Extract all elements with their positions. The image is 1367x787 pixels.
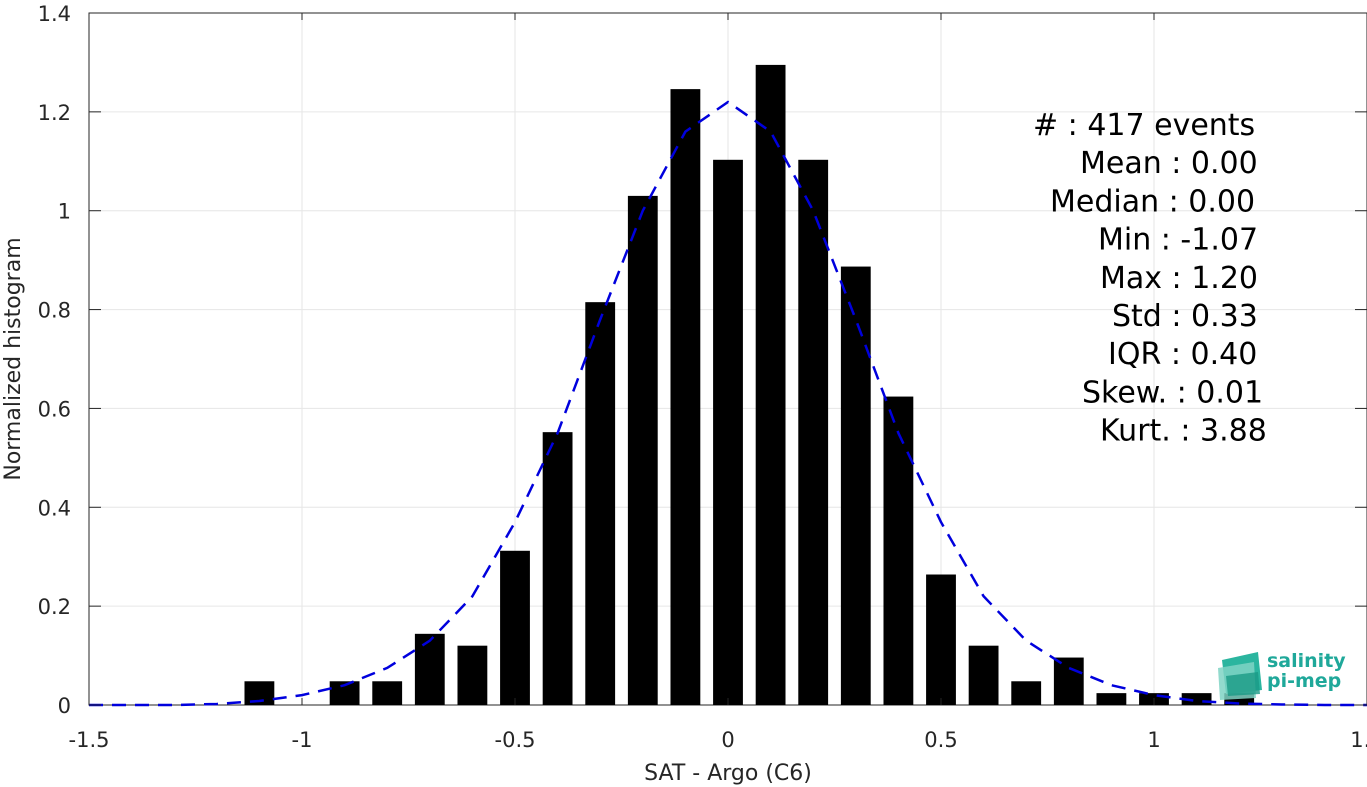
stat-line: IQR : 0.40 bbox=[1108, 337, 1257, 372]
histogram-bar bbox=[414, 633, 445, 705]
y-tick-label: 1.4 bbox=[38, 2, 71, 26]
stat-line: Std : 0.33 bbox=[1112, 299, 1258, 334]
histogram-bar bbox=[585, 302, 616, 705]
histogram-bar bbox=[670, 89, 701, 706]
y-tick-label: 0 bbox=[58, 694, 71, 718]
histogram-bar bbox=[329, 681, 360, 705]
histogram-bar bbox=[1053, 657, 1084, 705]
histogram-bar bbox=[372, 681, 403, 705]
histogram-bar bbox=[926, 574, 956, 705]
x-tick-label: 0 bbox=[721, 728, 734, 752]
y-axis-label: Normalized histogram bbox=[1, 237, 26, 480]
histogram-bar bbox=[1011, 681, 1042, 705]
histogram-bar bbox=[542, 432, 573, 705]
x-ticks: -1.5 -1 -0.5 0 0.5 1 1.5 bbox=[69, 13, 1367, 752]
bars bbox=[244, 64, 1255, 706]
x-tick-label: 1 bbox=[1147, 728, 1160, 752]
stat-line: Mean : 0.00 bbox=[1080, 146, 1258, 181]
x-tick-label: -1 bbox=[292, 728, 313, 752]
histogram-bar bbox=[1096, 693, 1127, 705]
stat-line: Min : -1.07 bbox=[1098, 223, 1258, 258]
histogram-bar bbox=[713, 159, 743, 705]
histogram-bar bbox=[883, 396, 914, 705]
stat-line: Kurt. : 3.88 bbox=[1100, 414, 1267, 449]
histogram-bar bbox=[755, 64, 786, 705]
histogram-bar bbox=[244, 681, 275, 705]
stat-line: # : 417 events bbox=[1033, 108, 1255, 143]
y-tick-label: 1.2 bbox=[38, 101, 71, 125]
x-axis-label: SAT - Argo (C6) bbox=[644, 761, 812, 786]
x-tick-label: 0.5 bbox=[924, 728, 957, 752]
histogram-bar bbox=[500, 550, 530, 705]
y-tick-label: 0.2 bbox=[38, 595, 71, 619]
logo-line-2: pi-mep bbox=[1267, 670, 1341, 692]
y-tick-label: 0.6 bbox=[38, 397, 71, 421]
logo-line-1: salinity bbox=[1267, 650, 1346, 672]
x-tick-label: 1.5 bbox=[1350, 728, 1367, 752]
logo-mark-icon bbox=[1218, 652, 1262, 700]
y-ticks: 0 0.2 0.4 0.6 0.8 1 1.2 1.4 bbox=[38, 2, 1367, 718]
histogram-bar bbox=[968, 645, 999, 705]
x-tick-label: -1.5 bbox=[69, 728, 110, 752]
histogram-bar bbox=[627, 195, 658, 705]
histogram-bar bbox=[840, 266, 871, 705]
x-tick-label: -0.5 bbox=[495, 728, 536, 752]
y-tick-label: 1 bbox=[58, 200, 71, 224]
gaussian-fit-line bbox=[89, 100, 1367, 707]
stat-line: Max : 1.20 bbox=[1100, 261, 1258, 296]
y-tick-label: 0.8 bbox=[38, 299, 71, 323]
y-tick-label: 0.4 bbox=[38, 496, 71, 520]
histogram-bar bbox=[457, 645, 488, 705]
histogram-bar bbox=[1181, 693, 1212, 705]
histogram-bar bbox=[798, 159, 829, 705]
salinity-pi-mep-logo: salinity pi-mep bbox=[1218, 650, 1346, 700]
stat-line: Skew. : 0.01 bbox=[1082, 375, 1263, 410]
stat-line: Median : 0.00 bbox=[1050, 184, 1255, 219]
histogram-bar bbox=[1224, 693, 1255, 705]
